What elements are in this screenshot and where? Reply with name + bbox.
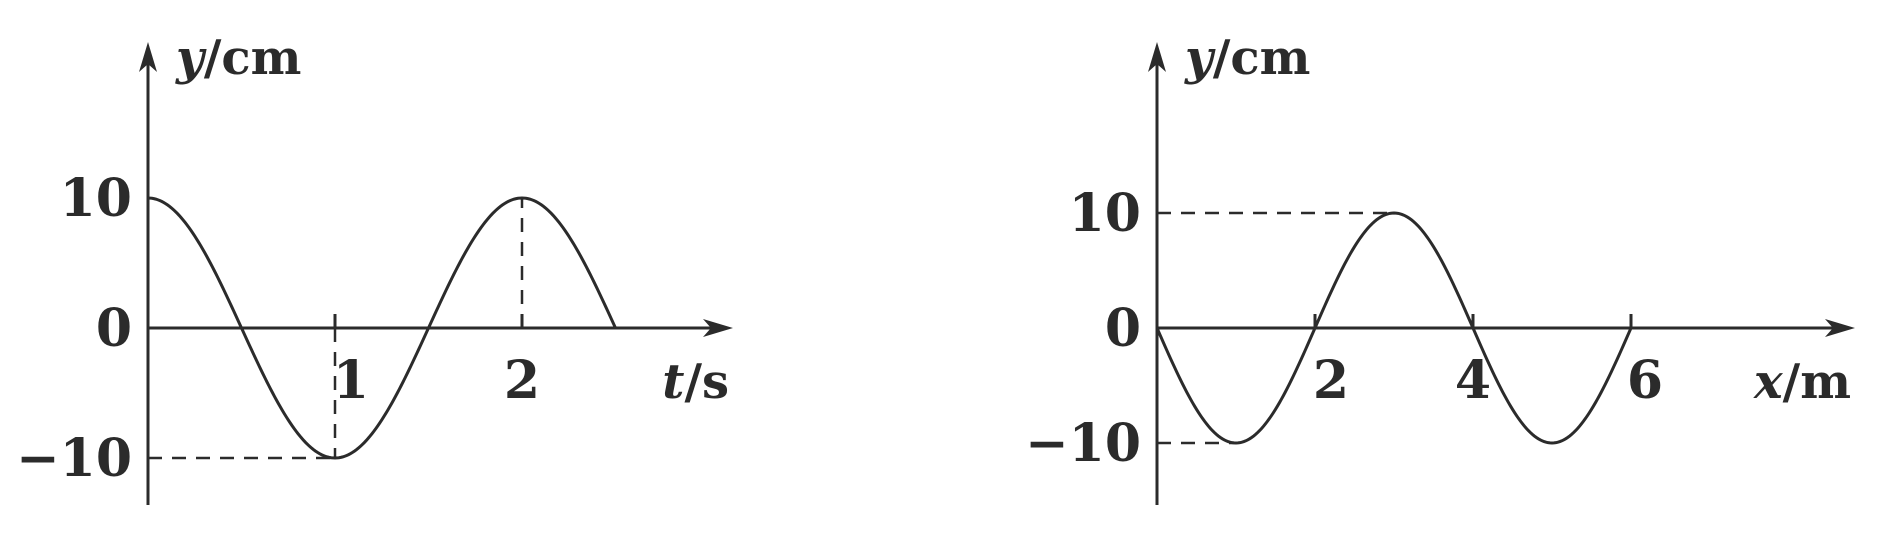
- x-tick-label: 2: [504, 350, 540, 411]
- y-tick-label: −10: [1025, 413, 1141, 474]
- y-axis-label: y/cm: [1184, 30, 1310, 86]
- x-tick-label: 1: [333, 350, 369, 411]
- vibration-graph-y-vs-t: 1 2 10 0 −10 y/cm t/s: [16, 30, 733, 505]
- y-axis-arrow-icon: [139, 42, 157, 72]
- y-axis-label: y/cm: [175, 30, 301, 86]
- x-axis-arrow-icon: [703, 319, 733, 337]
- y-tick-label: 10: [60, 168, 132, 229]
- x-tick-label: 6: [1627, 350, 1663, 411]
- series-curve: [1155, 211, 1633, 445]
- y-tick-label: 0: [1105, 298, 1141, 359]
- x-tick-label: 2: [1313, 350, 1349, 411]
- series-curve: [147, 196, 617, 460]
- x-axis-label: x/m: [1753, 354, 1851, 410]
- y-tick-label: −10: [16, 428, 132, 489]
- y-tick-label: 0: [96, 298, 132, 359]
- x-axis-arrow-icon: [1825, 319, 1855, 337]
- x-tick-label: 4: [1455, 350, 1491, 411]
- y-tick-label: 10: [1069, 183, 1141, 244]
- x-axis-label: t/s: [662, 354, 729, 410]
- wave-graph-y-vs-x: 2 4 6 10 0 −10 y/cm x/m: [1025, 30, 1855, 505]
- y-axis-arrow-icon: [1148, 42, 1166, 72]
